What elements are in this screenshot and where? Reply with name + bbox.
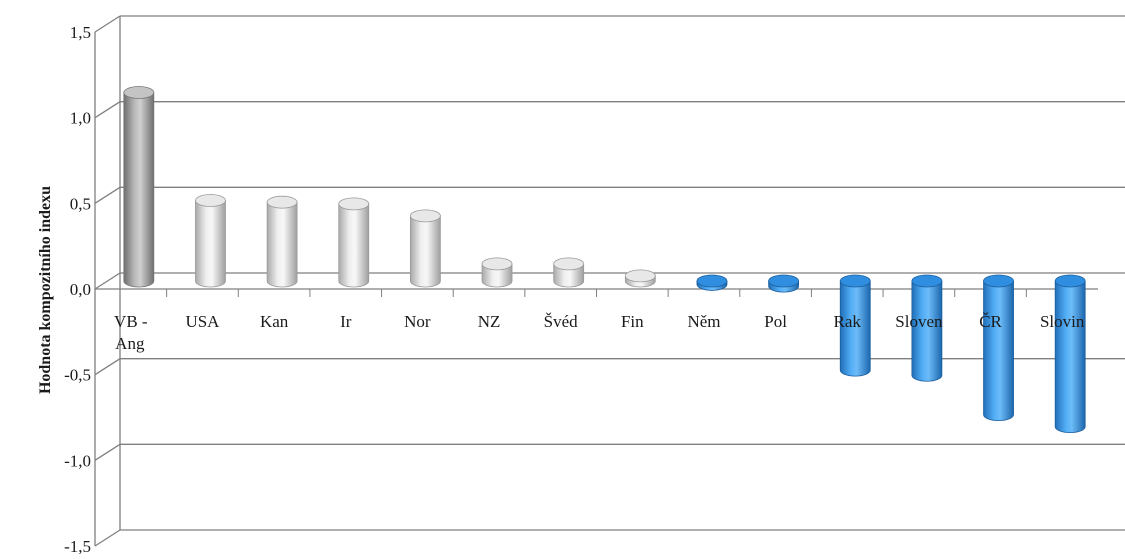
bar: [839, 274, 871, 377]
bar: [123, 86, 155, 288]
bar-body: [409, 215, 441, 288]
y-tick-label: 0,0: [70, 280, 91, 299]
bar-cap: [624, 269, 656, 283]
bar: [195, 194, 226, 288]
bar: [338, 197, 370, 288]
bar: [696, 274, 728, 291]
bar: [768, 274, 800, 293]
x-tick-label: Fin: [621, 312, 644, 331]
bar-cap: [1054, 274, 1086, 288]
bar-cap: [266, 195, 298, 209]
x-tick-label: Slovin: [1040, 312, 1085, 331]
gridline-diagonal: [94, 529, 121, 547]
y-tick-label: -0,5: [64, 366, 91, 385]
x-tick-label: USA: [185, 312, 220, 331]
bar: [266, 195, 298, 288]
bar: [1054, 274, 1086, 434]
bar-cap: [338, 197, 370, 211]
bar: [624, 269, 656, 288]
bar: [983, 274, 1014, 422]
bar-body: [123, 92, 155, 288]
gridline-diagonal: [94, 443, 121, 461]
bar-body: [839, 280, 871, 377]
y-tick-label: 1,0: [70, 109, 91, 128]
bar-body: [1054, 280, 1086, 434]
label-layer: 1,5 1,0 0,5 0,0 -0,5 -1,0 -1,5 VB - Ang USA Kan Ir N…: [64, 23, 1085, 556]
x-tick-label: Něm: [687, 312, 720, 331]
bar-cap: [696, 274, 728, 288]
y-axis-title: Hodnota kompozitního indexu: [37, 186, 54, 394]
bar-cap: [553, 257, 585, 271]
bar-cap: [195, 194, 226, 207]
x-tick-label: Kan: [260, 312, 289, 331]
gridline-diagonal: [94, 101, 121, 119]
bar-layer: [123, 86, 1086, 434]
bar: [911, 274, 943, 382]
x-tick-label: Ir: [340, 312, 352, 331]
bar-body: [195, 200, 226, 288]
x-tick-label: Nor: [404, 312, 431, 331]
bar-body: [481, 263, 513, 288]
bar-cap: [983, 274, 1014, 288]
bar-cap: [409, 209, 441, 223]
bar-cap: [911, 274, 943, 288]
y-tick-label: 1,5: [70, 23, 91, 42]
gridline-diagonal: [94, 15, 121, 33]
bar-cap: [123, 86, 155, 99]
bar-body: [983, 280, 1014, 422]
bar: [409, 209, 441, 288]
x-tick-label: ČR: [979, 312, 1002, 331]
y-tick-label: -1,5: [64, 537, 91, 554]
x-tick-label: Pol: [764, 312, 787, 331]
bar-body: [338, 203, 370, 288]
gridline-diagonal: [94, 186, 121, 204]
y-tick-label: -1,0: [64, 451, 91, 470]
bar-body: [266, 201, 298, 288]
bar-cap: [481, 257, 513, 271]
bar-cap: [839, 274, 871, 288]
gridline-diagonal: [94, 358, 121, 376]
bar-body: [553, 263, 585, 288]
grid-layer: [94, 15, 1125, 547]
x-tick-label-cont: Ang: [115, 334, 145, 353]
x-tick-label: Švéd: [544, 312, 579, 331]
gridline-diagonal: [94, 272, 121, 290]
y-tick-label: 0,5: [70, 194, 91, 213]
bar-cap: [768, 274, 800, 288]
bar-body: [911, 280, 943, 382]
x-tick-label: Rak: [834, 312, 862, 331]
bar: [481, 257, 513, 288]
x-tick-label: Sloven: [895, 312, 943, 331]
bar: [553, 257, 585, 288]
x-tick-label: VB -: [114, 312, 148, 331]
x-tick-label: NZ: [478, 312, 501, 331]
